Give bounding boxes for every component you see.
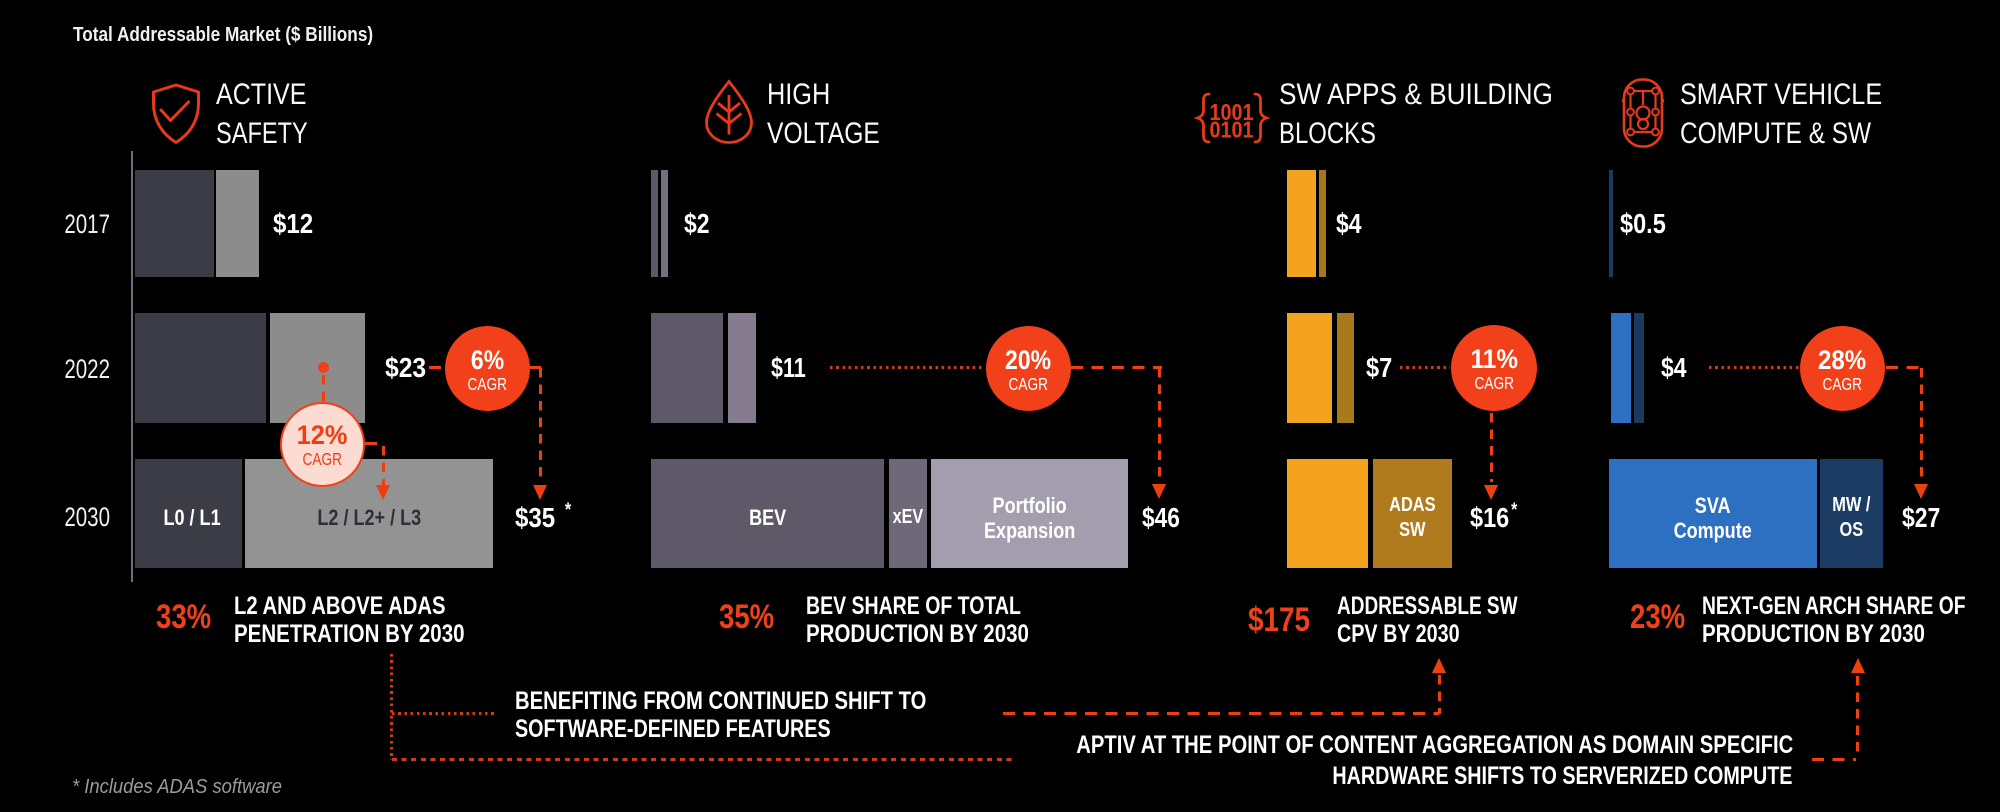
svg-text:1001: 1001 <box>1210 99 1254 125</box>
svg-text:0101: 0101 <box>1210 117 1254 143</box>
